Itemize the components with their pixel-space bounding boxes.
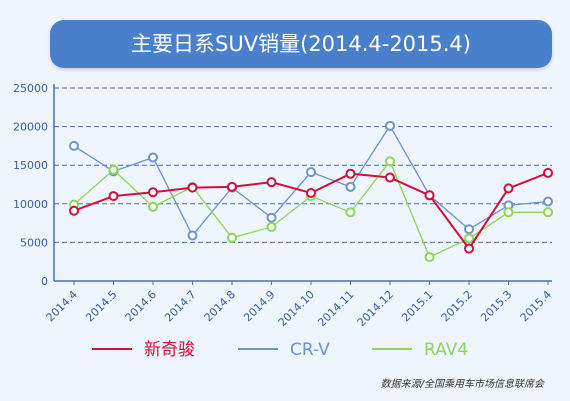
data-point-CR-V-2015.4 xyxy=(543,196,553,207)
data-point-RAV4-2014.5 xyxy=(108,164,119,175)
data-point-CR-V-2014.12 xyxy=(385,120,395,131)
x-tick-label-2015.2: 2015.2 xyxy=(439,288,475,324)
data-point-新奇骏-2014.12 xyxy=(385,172,395,183)
data-point-RAV4-2014.11 xyxy=(345,207,356,218)
data-point-RAV4-2015.1 xyxy=(424,252,435,263)
data-point-新奇骏-2015.4 xyxy=(543,167,553,178)
series-新奇骏 xyxy=(69,167,553,254)
grid-layer xyxy=(54,87,552,243)
data-point-CR-V-2015.2 xyxy=(464,224,474,235)
y-tick-label-10000: 10000 xyxy=(13,198,48,211)
data-point-新奇骏-2014.6 xyxy=(148,187,158,198)
data-point-新奇骏-2014.10 xyxy=(306,187,316,198)
x-tick-label-2014.12: 2014.12 xyxy=(355,288,396,329)
data-point-新奇骏-2014.4 xyxy=(69,205,79,216)
x-tick-label-2014.10: 2014.10 xyxy=(276,288,317,329)
data-point-新奇骏-2014.8 xyxy=(227,181,237,192)
source-note: 数据来源/全国乘用车市场信息联席会 xyxy=(380,379,544,390)
y-tick-label-0: 0 xyxy=(41,275,48,288)
data-point-RAV4-2014.12 xyxy=(385,156,395,167)
x-tick-label-2014.8: 2014.8 xyxy=(202,288,238,324)
data-point-RAV4-2014.8 xyxy=(227,232,237,243)
data-point-新奇骏-2014.9 xyxy=(266,177,277,188)
x-tick-label-2014.7: 2014.7 xyxy=(162,288,198,324)
x-tick-label-2014.6: 2014.6 xyxy=(123,288,159,324)
y-tick-label-20000: 20000 xyxy=(13,121,48,134)
series-line-CR-V xyxy=(73,124,549,237)
data-point-CR-V-2014.10 xyxy=(306,167,316,178)
data-point-CR-V-2014.4 xyxy=(69,140,79,151)
chart-title-banner: 主要日系SUV销量(2014.4-2015.4) xyxy=(50,20,552,68)
data-point-新奇骏-2014.5 xyxy=(108,191,119,202)
x-tick-label-2015.1: 2015.1 xyxy=(399,288,435,324)
chart-title: 主要日系SUV销量(2014.4-2015.4) xyxy=(131,32,471,56)
data-point-RAV4-2015.3 xyxy=(503,207,514,218)
x-tick-label-2015.4: 2015.4 xyxy=(518,288,554,324)
data-point-RAV4-2014.6 xyxy=(148,201,158,212)
data-point-新奇骏-2015.3 xyxy=(503,183,514,194)
x-tick-label-2015.3: 2015.3 xyxy=(478,288,514,324)
data-point-CR-V-2014.9 xyxy=(266,212,277,223)
y-tick-label-15000: 15000 xyxy=(13,159,48,172)
legend: 新奇骏 CR-V RAV4 xyxy=(92,340,468,360)
data-point-新奇骏-2015.2 xyxy=(464,243,474,254)
data-point-新奇骏-2014.11 xyxy=(345,168,356,179)
y-tick-label-25000: 25000 xyxy=(13,82,48,95)
legend-label-新奇骏: 新奇骏 xyxy=(144,340,195,360)
x-tick-label-2014.5: 2014.5 xyxy=(83,288,119,324)
data-point-RAV4-2014.9 xyxy=(266,221,277,232)
data-point-CR-V-2014.6 xyxy=(148,152,158,163)
series-CR-V xyxy=(69,120,553,241)
legend-label-RAV4: RAV4 xyxy=(424,340,468,360)
legend-label-CR-V: CR-V xyxy=(290,340,330,360)
series-line-新奇骏 xyxy=(73,171,549,251)
data-point-新奇骏-2014.7 xyxy=(187,182,198,193)
data-point-RAV4-2015.4 xyxy=(543,207,553,218)
data-point-CR-V-2014.11 xyxy=(345,181,356,192)
x-tick-label-2014.9: 2014.9 xyxy=(241,288,277,324)
data-point-RAV4-2015.2 xyxy=(464,233,474,244)
series-layer xyxy=(69,120,553,263)
data-point-CR-V-2014.7 xyxy=(187,230,198,241)
data-point-新奇骏-2015.1 xyxy=(424,190,435,201)
x-tick-label-2014.4: 2014.4 xyxy=(44,288,80,324)
x-tick-label-2014.11: 2014.11 xyxy=(315,288,356,329)
y-tick-label-5000: 5000 xyxy=(20,236,48,249)
